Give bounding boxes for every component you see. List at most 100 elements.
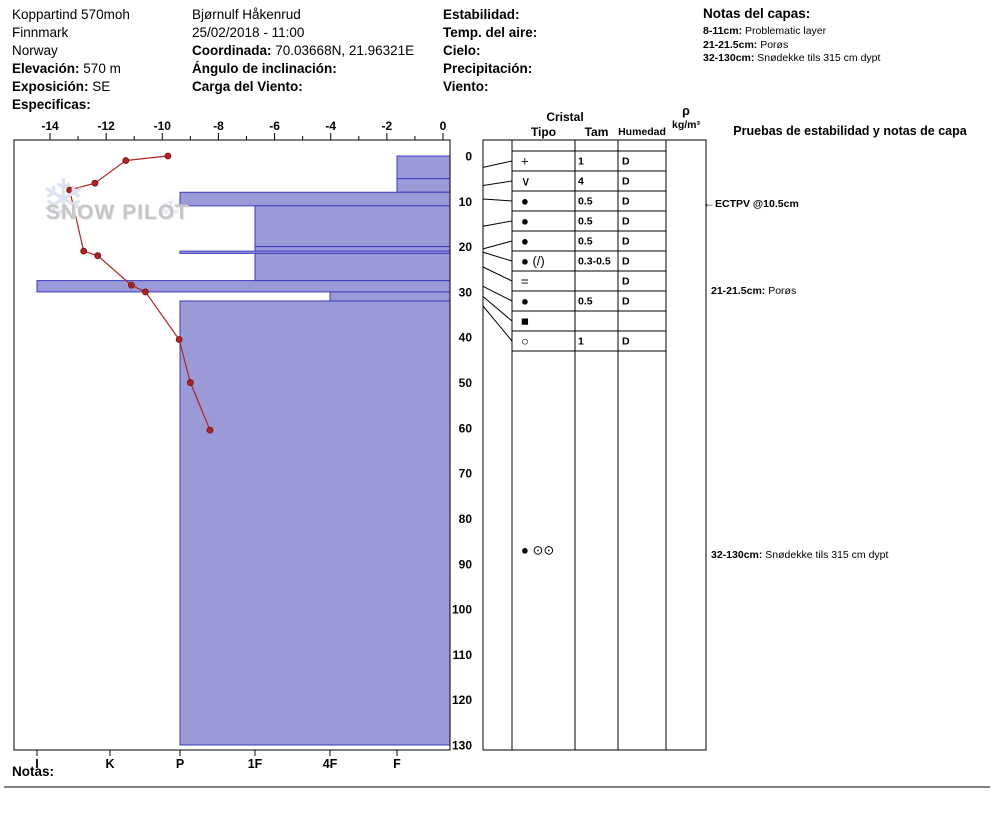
grain-type: = [521, 274, 529, 289]
hardness-tick-label: F [393, 757, 401, 771]
grain-type: ● [521, 234, 529, 249]
site-specifics: Especificas: [12, 96, 130, 114]
grain-size: 0.5 [578, 196, 593, 208]
stability-tests-header: Pruebas de estabilidad y notas de capa [733, 124, 967, 138]
hardness-bar [179, 191, 451, 207]
grain-type: ● [521, 294, 529, 309]
density-panel-frame [665, 139, 707, 751]
conditions-block: Estabilidad: Temp. del aire: Cielo: Prec… [443, 6, 537, 96]
layer-note-text: Problematic layer [745, 25, 827, 37]
elevation-value: 570 m [83, 61, 121, 76]
leader-line [482, 220, 513, 227]
site-info-block: Koppartind 570moh Finnmark Norway Elevac… [12, 6, 130, 114]
observer-info-block: Bjørnulf Håkenrud 25/02/2018 - 11:00 Coo… [192, 6, 414, 96]
depth-label: 100 [452, 603, 472, 617]
layer-note-text: Snødekke tils 315 cm dypt [757, 52, 881, 64]
leader-line [482, 266, 513, 282]
coordinate-label: Coordinada: [192, 43, 272, 58]
snowflake-icon-small: ❄ [160, 194, 182, 224]
temperature-point [142, 288, 149, 296]
temp-tick-label: -2 [382, 119, 393, 133]
air-temp: Temp. del aire: [443, 24, 537, 42]
grain-type: ○ [521, 334, 529, 349]
hardness-bar [254, 246, 451, 252]
stability-label: Estabilidad: [443, 7, 520, 22]
layer-notes-block: Notas del capas: 8-11cm: Problematic lay… [703, 6, 880, 66]
coordinate-value: 70.03668N, 21.96321E [275, 43, 415, 58]
grain-wetness: D [622, 156, 630, 168]
site-name: Koppartind 570moh [12, 7, 130, 22]
grain-size: 4 [578, 176, 584, 188]
wind: Viento: [443, 78, 537, 96]
layer-note: 32-130cm: Snødekke tils 315 cm dypt [703, 52, 880, 66]
hardness-tick-label: K [105, 757, 114, 771]
depth-label: 130 [452, 739, 472, 753]
temperature-point [206, 426, 214, 434]
precipitation: Precipitación: [443, 60, 537, 78]
specifics-label: Especificas: [12, 97, 91, 112]
hardness-tick-label: 1F [248, 757, 263, 771]
leader-line [482, 198, 513, 202]
grain-type: ● (/) [521, 254, 545, 269]
slope-angle-label: Ángulo de inclinación: [192, 61, 337, 76]
temperature-point [94, 252, 102, 260]
grain-type: ■ [521, 314, 529, 329]
hardness-bar [254, 205, 451, 248]
grain-type-deep: ● ⊙⊙ [521, 543, 554, 558]
grain-type: ● [521, 194, 529, 209]
stability: Estabilidad: [443, 6, 537, 24]
layer-note-range: 32-130cm: [703, 52, 755, 64]
wind-load-label: Carga del Viento: [192, 79, 303, 94]
grain-size: 0.5 [578, 236, 593, 248]
tipo-header: Tipo [530, 125, 557, 139]
temperature-point [66, 186, 74, 194]
leader-line [482, 251, 513, 262]
grain-wetness: D [622, 196, 630, 208]
aspect-value: SE [92, 79, 111, 94]
snowpilot-watermark: ❄ ❄ SNOW PILOT [40, 172, 210, 240]
depth-label: 40 [459, 331, 473, 345]
cristal-header: Cristal [546, 110, 584, 124]
leader-line [482, 285, 513, 302]
grain-size: 0.3-0.5 [578, 256, 611, 268]
hardness-bar [396, 178, 451, 193]
grain-wetness: D [622, 336, 630, 348]
layer-note: 8-11cm: Problematic layer [703, 25, 880, 39]
leader-line [482, 240, 513, 250]
depth-label: 20 [459, 240, 473, 254]
grain-type: ∨ [521, 174, 531, 189]
hardness-tick-label: 4F [323, 757, 338, 771]
density-header: ρ [682, 104, 690, 118]
temp-tick-label: -6 [269, 119, 280, 133]
grain-type: + [521, 154, 529, 169]
wind-label: Viento: [443, 79, 489, 94]
hardness-tick-label: P [176, 757, 184, 771]
depth-label: 60 [459, 421, 473, 435]
depth-label: 0 [465, 150, 472, 164]
leader-line [482, 305, 513, 342]
grain-size: 0.5 [578, 296, 593, 308]
layer-note-range: 8-11cm: [703, 25, 743, 37]
grain-type: ● [521, 214, 529, 229]
grain-size: 1 [578, 336, 584, 348]
sky-label: Cielo: [443, 43, 481, 58]
site-region: Finnmark [12, 25, 69, 40]
coordinates: Coordinada: 70.03668N, 21.96321E [192, 42, 414, 60]
temperature-point [122, 157, 130, 164]
temp-tick-label: -4 [325, 119, 336, 133]
site-aspect: Exposición: SE [12, 78, 130, 96]
depth-label: 120 [452, 693, 472, 707]
hardness-bar [179, 300, 451, 746]
temperature-point [128, 281, 135, 289]
site-elevation: Elevación: 570 m [12, 60, 130, 78]
temperature-point [80, 247, 88, 255]
grain-wetness: D [622, 236, 630, 248]
grain-wetness: D [622, 216, 630, 228]
layer-note-text: Porøs [760, 38, 789, 51]
hardness-bar [254, 252, 451, 282]
leader-line [482, 180, 513, 186]
temp-tick-label: 0 [440, 119, 447, 133]
snowflake-icon: ❄ [40, 168, 87, 231]
temperature-point [175, 336, 183, 343]
